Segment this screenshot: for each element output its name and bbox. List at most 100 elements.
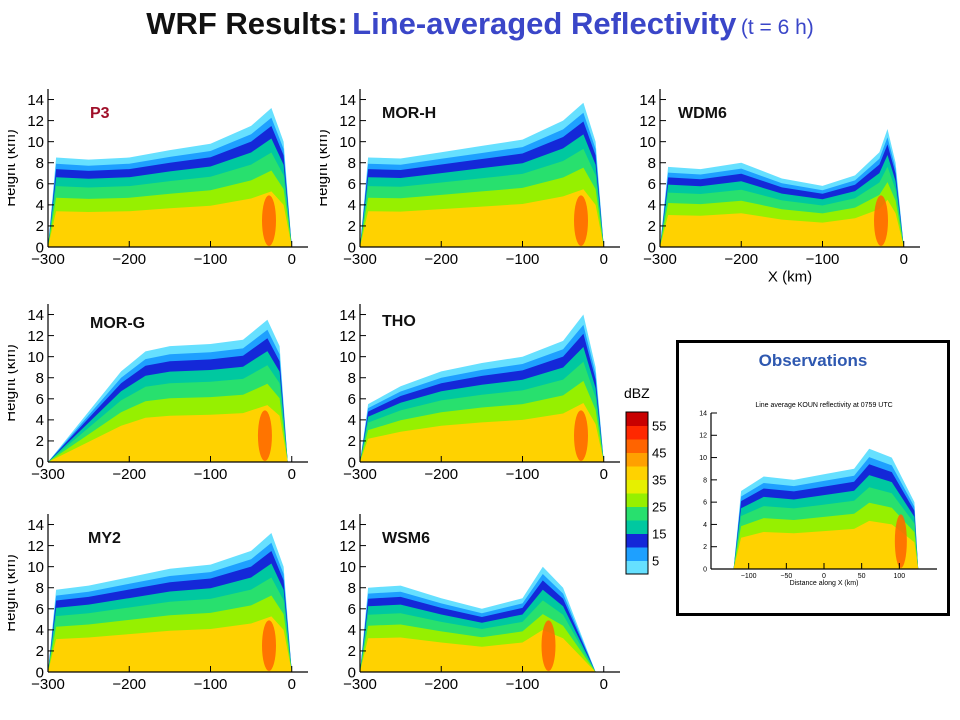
panel-chart: 0 2 4 6 8 10 12 14 −300 −200 −100 0 bbox=[339, 304, 620, 483]
y-tick-label: 12 bbox=[27, 538, 44, 555]
reflectivity-contour-6 bbox=[660, 199, 904, 247]
colorbar-swatch bbox=[626, 479, 648, 494]
y-tick-label: 10 bbox=[699, 455, 707, 462]
panel-wdm6: 0 2 4 6 8 10 12 14 −300 −200 −100 0 X (km) WDM6 bbox=[620, 75, 935, 295]
y-tick-label: 10 bbox=[339, 559, 356, 576]
y-tick-label: 0 bbox=[36, 664, 44, 681]
dbz-colorbar: dBZ 5 15 25 35 45 55 bbox=[622, 382, 682, 582]
y-tick-label: 12 bbox=[27, 328, 44, 345]
panel-tho: 0 2 4 6 8 10 12 14 −300 −200 −100 0 THO bbox=[320, 290, 635, 510]
chart-title: Line average KOUN reflectivity at 0759 U… bbox=[755, 402, 892, 409]
colorbar-swatch bbox=[626, 466, 648, 480]
reflectivity-contour-6 bbox=[360, 189, 604, 247]
x-tick-label: 0 bbox=[288, 466, 296, 483]
panel-mor-g: 0 2 4 6 8 10 12 14 −300 −200 −100 0 Height (km) MOR-… bbox=[8, 290, 323, 510]
observations-title: Observations bbox=[758, 351, 868, 370]
panel-label: MOR-G bbox=[90, 315, 146, 332]
title-main: Line-averaged Reflectivity bbox=[352, 6, 737, 41]
reflectivity-contour-6 bbox=[48, 191, 292, 247]
y-tick-label: 6 bbox=[348, 391, 356, 408]
y-tick-label: 12 bbox=[27, 113, 44, 130]
y-tick-label: 0 bbox=[36, 454, 44, 471]
y-tick-label: 4 bbox=[348, 622, 356, 639]
x-tick-label: −100 bbox=[194, 676, 228, 693]
observations-chart: 0 2 4 6 8 10 12 14 −100 −50 0 50 100 Distance along X… bbox=[699, 402, 937, 587]
y-tick-label: 12 bbox=[699, 433, 707, 440]
y-tick-label: 12 bbox=[639, 113, 656, 130]
y-tick-label: 10 bbox=[27, 559, 44, 576]
panel-chart: 0 2 4 6 8 10 12 14 −300 −200 −100 0 Height (km) bbox=[8, 89, 308, 268]
colorbar-tick-label: 55 bbox=[652, 419, 666, 434]
colorbar-swatch bbox=[626, 412, 648, 426]
colorbar-frame bbox=[625, 411, 649, 575]
panel-chart: 0 2 4 6 8 10 12 14 −300 −200 −100 0 X (km) bbox=[639, 89, 920, 286]
y-tick-label: 8 bbox=[348, 580, 356, 597]
x-tick-label: −300 bbox=[31, 676, 65, 693]
y-tick-label: 4 bbox=[703, 522, 707, 529]
colorbar-swatch bbox=[626, 452, 648, 467]
colorbar-tick-label: 15 bbox=[652, 527, 666, 542]
y-tick-label: 4 bbox=[348, 197, 356, 214]
x-tick-label: 50 bbox=[858, 573, 866, 580]
panel-mor-h: 0 2 4 6 8 10 12 14 −300 −200 −100 0 Height (km) MOR-… bbox=[320, 75, 635, 295]
panel-label: MOR-H bbox=[382, 105, 437, 122]
x-axis-label: X (km) bbox=[768, 269, 812, 286]
y-tick-label: 6 bbox=[348, 176, 356, 193]
panel-my2: 0 2 4 6 8 10 12 14 −300 −200 −100 0 Height (km) MY2 bbox=[8, 500, 323, 720]
y-tick-label: 2 bbox=[348, 433, 356, 450]
y-tick-label: 8 bbox=[348, 155, 356, 172]
panel-chart: 0 2 4 6 8 10 12 14 −300 −200 −100 0 Height (km) bbox=[8, 514, 308, 693]
y-tick-label: 2 bbox=[36, 218, 44, 235]
panel-p3: 0 2 4 6 8 10 12 14 −300 −200 −100 0 Height (km) P3 bbox=[8, 75, 323, 295]
y-tick-label: 4 bbox=[36, 197, 44, 214]
reflectivity-contour-6 bbox=[48, 405, 288, 462]
y-tick-label: 6 bbox=[348, 601, 356, 618]
colorbar-tick-label: 25 bbox=[652, 500, 666, 515]
y-tick-label: 2 bbox=[348, 643, 356, 660]
colorbar-unit-label: dBZ bbox=[624, 385, 650, 401]
reflectivity-contour-6 bbox=[360, 629, 596, 672]
y-tick-label: 6 bbox=[36, 601, 44, 618]
colorbar-swatch bbox=[626, 533, 648, 548]
y-tick-label: 12 bbox=[339, 328, 356, 345]
y-tick-label: 12 bbox=[339, 113, 356, 130]
reflectivity-core bbox=[541, 620, 556, 671]
y-tick-label: 2 bbox=[648, 218, 656, 235]
panel-label: WSM6 bbox=[382, 530, 430, 547]
x-tick-label: −200 bbox=[424, 676, 458, 693]
reflectivity-core bbox=[894, 514, 907, 568]
x-tick-label: −300 bbox=[343, 676, 377, 693]
colorbar-swatch bbox=[626, 520, 648, 534]
panel-chart: 0 2 4 6 8 10 12 14 −300 −200 −100 0 Height (km) bbox=[320, 89, 620, 268]
panel-label: MY2 bbox=[88, 530, 121, 547]
x-tick-label: 0 bbox=[822, 573, 826, 580]
x-axis-label: Distance along X (km) bbox=[790, 580, 859, 587]
x-tick-label: 0 bbox=[600, 466, 608, 483]
y-tick-label: 10 bbox=[639, 134, 656, 151]
x-tick-label: −100 bbox=[506, 251, 540, 268]
panel-chart: 0 2 4 6 8 10 12 14 −300 −200 −100 0 bbox=[339, 514, 620, 693]
y-axis-label: Height (km) bbox=[8, 554, 19, 632]
reflectivity-core bbox=[262, 195, 276, 246]
panel-chart: 0 2 4 6 8 10 12 14 −300 −200 −100 0 Height (km) bbox=[8, 304, 308, 483]
colorbar-swatch bbox=[626, 493, 648, 507]
x-tick-label: −200 bbox=[112, 251, 146, 268]
reflectivity-contour-6 bbox=[48, 616, 292, 672]
colorbar-swatch bbox=[626, 439, 648, 453]
page-title: WRF Results: Line-averaged Reflectivity … bbox=[0, 6, 960, 42]
y-tick-label: 14 bbox=[639, 92, 656, 109]
x-tick-label: −200 bbox=[724, 251, 758, 268]
y-axis-label: Height (km) bbox=[320, 129, 331, 207]
x-tick-label: −100 bbox=[741, 573, 757, 580]
x-tick-label: −300 bbox=[31, 466, 65, 483]
colorbar-swatch bbox=[626, 506, 648, 521]
x-tick-label: −100 bbox=[194, 251, 228, 268]
reflectivity-contour-6 bbox=[733, 520, 919, 569]
y-tick-label: 4 bbox=[36, 412, 44, 429]
y-tick-label: 14 bbox=[27, 307, 44, 324]
y-tick-label: 14 bbox=[699, 410, 707, 417]
y-tick-label: 14 bbox=[339, 92, 356, 109]
colorbar-swatch bbox=[626, 425, 648, 440]
colorbar-swatch bbox=[626, 560, 648, 575]
colorbar-chart: dBZ 5 15 25 35 45 55 bbox=[624, 385, 666, 575]
